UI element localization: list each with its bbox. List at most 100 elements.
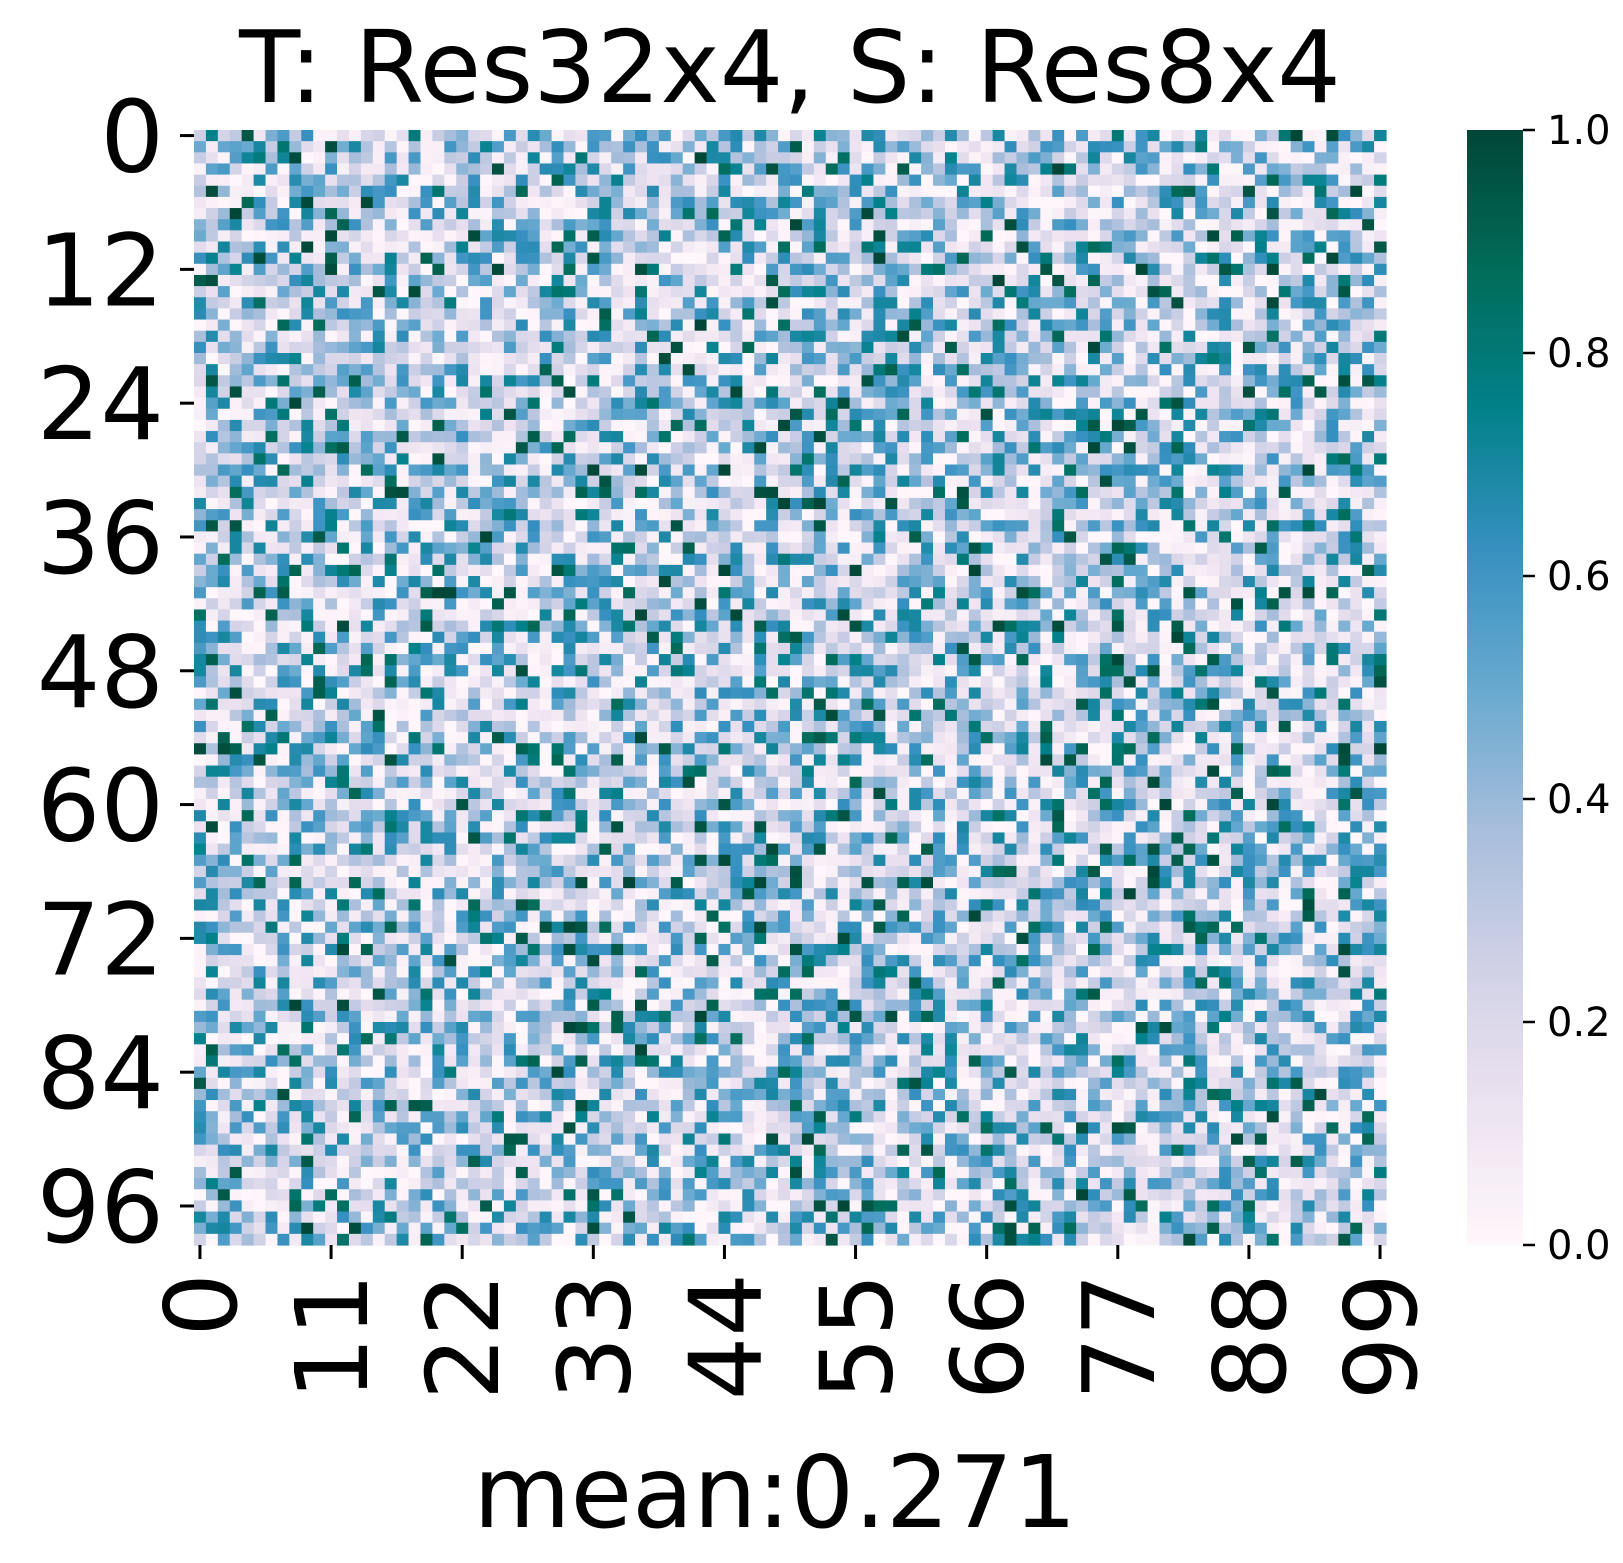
heatmap-cell [992,386,1006,399]
heatmap-cell [408,308,422,321]
heatmap-cell [217,286,231,298]
heatmap-cell [599,286,612,298]
heatmap-cell [885,553,898,566]
heatmap-cell [432,620,445,633]
heatmap-cell [492,520,505,532]
heatmap-cell [968,319,982,332]
heatmap-cell [658,364,672,376]
heatmap-cell [515,152,529,165]
heatmap-cell [1123,141,1137,153]
heatmap-cell [229,531,243,544]
heatmap-cell [229,598,243,611]
heatmap-cell [480,353,493,365]
heatmap-cell [265,598,279,611]
heatmap-cell [325,152,338,165]
heatmap-cell [444,576,457,588]
heatmap-cell [861,397,875,410]
heatmap-cell [1242,341,1256,354]
heatmap-cell [1123,464,1137,477]
heatmap-cell [265,509,279,521]
heatmap-cell [980,230,994,243]
heatmap-cell [1314,252,1327,265]
heatmap-cell [909,497,922,510]
heatmap-cell [492,509,505,521]
heatmap-cell [1135,163,1149,176]
heatmap-cell [1135,609,1149,622]
heatmap-cell [1183,609,1196,622]
heatmap-cell [1147,397,1161,410]
heatmap-cell [754,308,767,321]
heatmap-cell [420,196,433,209]
heatmap-cell [384,330,398,343]
heatmap-cell [1338,654,1351,666]
heatmap-cell [1123,587,1137,599]
heatmap-cell [706,509,720,521]
heatmap-cell [360,286,374,298]
heatmap-cell [420,442,433,454]
heatmap-cell [1254,442,1268,454]
heatmap-cell [265,297,279,309]
heatmap-cell [825,486,839,499]
heatmap-cell [599,587,612,599]
heatmap-cell [1004,364,1018,376]
heatmap-cell [1219,642,1232,655]
heatmap-cell [682,642,696,655]
heatmap-cell [444,185,457,198]
heatmap-cell [1052,654,1065,666]
heatmap-cell [1362,431,1375,443]
heatmap-cell [1016,152,1029,165]
heatmap-cell [670,174,684,187]
heatmap-cell [944,676,958,689]
heatmap-cell [1219,654,1232,666]
heatmap-cell [730,475,743,488]
heatmap-cell [313,531,326,544]
heatmap-cell [599,542,612,555]
heatmap-cell [611,542,624,555]
heatmap-cell [194,509,207,521]
heatmap-cell [384,408,398,421]
heatmap-cell [1147,620,1161,633]
heatmap-cell [623,319,636,332]
heatmap-cell [778,464,791,477]
heatmap-cell [217,208,231,220]
heatmap-cell [646,408,660,421]
heatmap-cell [980,319,994,332]
heatmap-cell [360,631,374,644]
heatmap-cell [325,453,338,466]
heatmap-cell [1099,274,1113,287]
heatmap-cell [1219,196,1232,209]
heatmap-cell [563,174,577,187]
heatmap-cell [1266,431,1280,443]
heatmap-cell [492,174,505,187]
heatmap-cell [909,353,922,365]
heatmap-cell [968,419,982,432]
heatmap-cell [1076,520,1089,532]
heatmap-cell [730,509,743,521]
heatmap-cell [1374,520,1387,532]
heatmap-cell [599,230,612,243]
heatmap-cell [813,620,827,633]
heatmap-cell [527,174,541,187]
heatmap-cell [1242,542,1256,555]
heatmap-cell [1123,665,1137,677]
heatmap-cell [551,330,565,343]
heatmap-cell [1004,274,1018,287]
heatmap-cell [1183,330,1196,343]
heatmap-cell [766,642,779,655]
heatmap-cell [861,297,875,309]
heatmap-cell [718,408,731,421]
heatmap-cell [730,609,743,622]
heatmap-cell [563,386,577,399]
heatmap-cell [325,263,338,276]
heatmap-cell [956,252,970,265]
heatmap-cell [444,174,457,187]
heatmap-cell [265,252,279,265]
heatmap-cell [1231,486,1244,499]
heatmap-cell [599,620,612,633]
heatmap-cell [861,196,875,209]
heatmap-cell [480,308,493,321]
heatmap-cell [515,141,529,153]
heatmap-cell [1195,654,1208,666]
heatmap-cell [1338,241,1351,254]
heatmap-cell [503,130,517,142]
